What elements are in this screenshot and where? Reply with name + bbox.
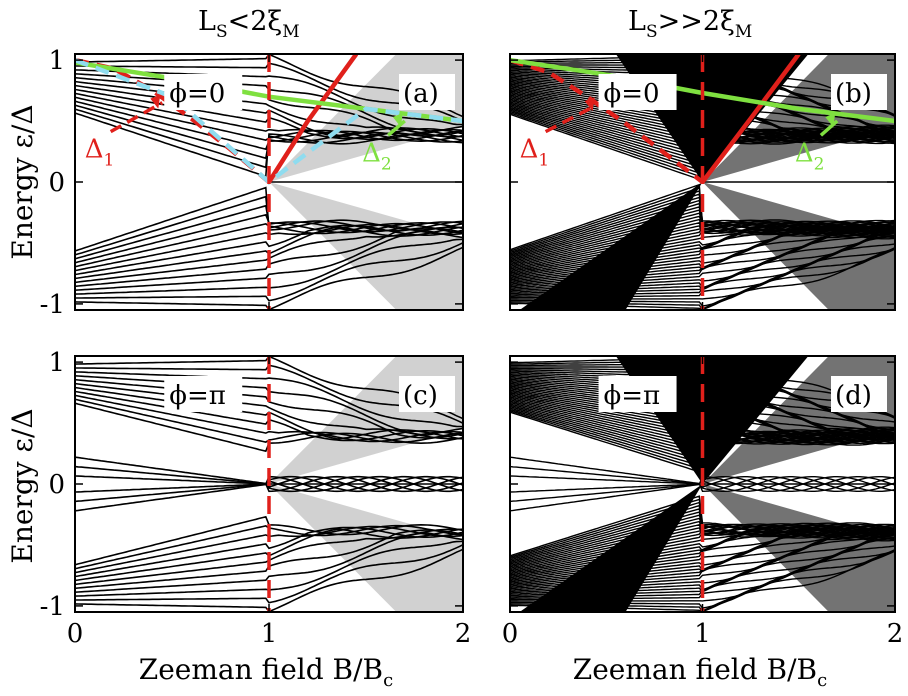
column-title-right: LS>>2ξM xyxy=(628,6,752,42)
series-line-0 xyxy=(510,57,704,184)
panel-label-bg xyxy=(399,74,455,110)
panel-1: ϕ=0 (b) Δ1 Δ2 xyxy=(509,53,896,311)
phase-label: ϕ=0 xyxy=(604,79,660,109)
energy-level xyxy=(75,526,463,578)
panel-label: (b) xyxy=(835,79,872,109)
continuum-wedge xyxy=(269,182,463,310)
y-tick-label: 1 xyxy=(48,348,65,378)
phase-label-bg xyxy=(164,74,243,110)
panel-label: (c) xyxy=(403,381,438,411)
panel-0: 1 0 -1 ϕ=0 (a) Δ1 Δ2 xyxy=(40,46,464,320)
panel-label: (d) xyxy=(835,381,872,411)
column-title-left: LS<2ξM xyxy=(198,6,300,42)
annotation-label: Δ2 xyxy=(795,138,825,174)
panel-label-bg xyxy=(831,376,887,412)
energy-level xyxy=(75,80,463,138)
x-tick-label: 1 xyxy=(694,619,711,649)
annotation-arrow xyxy=(544,103,598,134)
series-line-1 xyxy=(267,54,359,184)
annotation-arrowhead xyxy=(584,97,595,112)
panel-label: (a) xyxy=(403,79,439,109)
continuum-wedge xyxy=(519,182,703,310)
phase-label-bg xyxy=(164,376,243,412)
y-tick-label: 1 xyxy=(48,46,65,76)
continuum-wedge xyxy=(702,484,895,612)
xlabel-right: Zeeman field B/Bc xyxy=(573,653,827,691)
energy-level xyxy=(75,532,463,593)
energy-level xyxy=(75,371,463,428)
phase-label: ϕ=π xyxy=(169,381,226,411)
annotation-label: Δ1 xyxy=(85,135,115,171)
energy-level xyxy=(75,394,463,443)
x-tick-label: 0 xyxy=(502,619,519,649)
energy-level xyxy=(75,543,463,604)
panel-label-bg xyxy=(399,376,455,412)
energy-level xyxy=(75,92,463,141)
energy-level xyxy=(75,241,463,302)
annotation-arrowhead xyxy=(392,112,403,127)
annotation-label: Δ1 xyxy=(520,135,550,171)
x-tick-label: 0 xyxy=(67,619,84,649)
phase-label-bg xyxy=(598,376,677,412)
energy-level xyxy=(75,382,463,440)
panel-label-bg xyxy=(831,74,887,110)
ylabel-bottom: Energy ε/Δ xyxy=(6,408,39,563)
continuum-wedge xyxy=(519,484,703,612)
phase-label: ϕ=π xyxy=(604,381,661,411)
y-tick-label: 0 xyxy=(48,470,65,500)
annotation-arrow xyxy=(109,101,164,134)
annotation-arrowhead xyxy=(150,94,161,109)
y-tick-label: -1 xyxy=(40,290,65,320)
ylabel-top: Energy ε/Δ xyxy=(6,104,39,259)
energy-level xyxy=(510,475,895,493)
x-tick-label: 1 xyxy=(261,619,278,649)
y-tick-label: 0 xyxy=(48,168,65,198)
energy-level xyxy=(75,224,463,276)
energy-level xyxy=(75,465,463,493)
energy-level xyxy=(75,230,463,291)
annotation-arrow xyxy=(819,119,839,137)
annotation-label: Δ2 xyxy=(362,138,392,174)
energy-level xyxy=(510,465,895,492)
x-tick-label: 2 xyxy=(455,619,472,649)
annotation-arrowhead xyxy=(825,112,836,127)
series-line-1 xyxy=(700,54,801,184)
panel-3: 0 1 2 ϕ=π (d) xyxy=(502,355,904,649)
phase-label-bg xyxy=(598,74,677,110)
energy-level xyxy=(75,475,463,493)
y-tick-label: -1 xyxy=(40,592,65,622)
panel-2: 0 1 210-1ϕ=π (c) xyxy=(40,348,472,649)
annotation-arrow xyxy=(386,119,406,137)
continuum-wedge xyxy=(269,484,463,612)
x-tick-label: 2 xyxy=(887,619,904,649)
phase-label: ϕ=0 xyxy=(169,79,225,109)
continuum-wedge xyxy=(702,182,895,310)
xlabel-left: Zeeman field B/Bc xyxy=(139,653,393,691)
